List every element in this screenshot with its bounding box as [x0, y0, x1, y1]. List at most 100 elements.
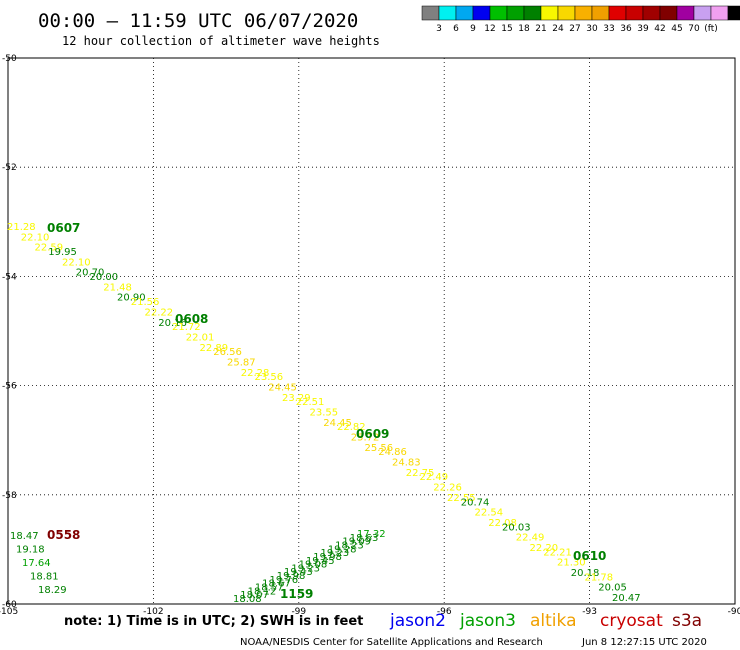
color-scale-label: 42	[654, 24, 665, 34]
wave-height-value: 21.78	[585, 572, 614, 583]
wave-height-value: 22.55	[447, 493, 476, 504]
wave-height-value: 18.67	[262, 579, 291, 590]
wave-height-value: 19.23	[291, 563, 320, 574]
pass-time-label: 0558	[47, 528, 80, 542]
color-swatch	[455, 5, 474, 21]
pass-time-label: 1159	[280, 587, 313, 601]
color-swatch	[727, 5, 740, 21]
map-ticks: -105 -102 -99 -96 -93 -90 -50 -52 -54 -56 -58 -60	[0, 54, 740, 617]
color-scale-label: 30	[586, 24, 598, 34]
wave-height-value: 25.87	[227, 357, 256, 368]
color-swatch	[676, 5, 695, 21]
wave-height-value: 17.32	[357, 529, 386, 540]
color-swatch	[472, 5, 491, 21]
wave-height-value: 18.63	[350, 533, 379, 544]
wave-height-value: 19.23	[321, 548, 350, 559]
color-scale-label: 18	[518, 24, 530, 34]
x-tick-label: -90	[728, 607, 740, 617]
x-tick-label: -99	[291, 607, 306, 617]
map-frame	[7, 57, 736, 605]
x-tick-label: -102	[143, 607, 163, 617]
page-title: 00:00 – 11:59 UTC 06/07/2020	[38, 10, 358, 32]
wave-height-value: 22.20	[530, 543, 559, 554]
altimeter-observations: 21.2822.1022.5919.9522.1020.7020.0021.48…	[7, 222, 641, 605]
wave-height-value: 18.57	[255, 583, 284, 594]
page-subtitle: 12 hour collection of altimeter wave hei…	[62, 34, 380, 48]
color-swatch	[557, 5, 576, 21]
pass-time-label: 0610	[573, 549, 606, 563]
color-scale-label: 3	[436, 24, 442, 34]
wave-height-value: 25.72	[351, 433, 380, 444]
wave-height-value: 22.26	[433, 483, 462, 494]
color-swatch	[489, 5, 508, 21]
color-swatch	[608, 5, 627, 21]
wave-height-value: 22.82	[337, 422, 366, 433]
color-scale-label: 21	[535, 24, 546, 34]
satellite-legend-cryosat: cryosat	[600, 611, 663, 631]
wave-height-value: 20.00	[90, 272, 119, 283]
x-tick-label: -93	[582, 607, 597, 617]
color-swatch	[625, 5, 644, 21]
wave-height-value: 22.08	[488, 518, 517, 529]
wave-height-value: 22.28	[241, 368, 270, 379]
wave-height-value: 25.56	[365, 443, 394, 454]
wave-height-value: 23.29	[282, 393, 311, 404]
wave-height-value: 19.09	[342, 537, 371, 548]
wave-height-value: 22.49	[420, 472, 449, 483]
wave-height-value: 21.48	[103, 282, 132, 293]
color-swatch	[574, 5, 593, 21]
wave-height-value: 19.08	[299, 560, 328, 571]
wave-height-value: 20.16	[158, 318, 187, 329]
color-swatch	[540, 5, 559, 21]
color-swatch	[438, 5, 457, 21]
wave-height-value: 20.03	[502, 522, 531, 533]
wave-height-value: 22.22	[145, 307, 174, 318]
color-swatch	[659, 5, 678, 21]
wave-height-value: 24.83	[392, 458, 421, 469]
wave-height-value: 18.12	[248, 586, 277, 597]
color-scale-label: 33	[603, 24, 614, 34]
y-tick-label: -50	[2, 54, 17, 64]
color-swatch	[421, 5, 440, 21]
wave-height-value: 23.55	[310, 408, 339, 419]
pass-time-label: 0609	[356, 427, 389, 441]
wave-height-value: 24.86	[378, 447, 407, 458]
color-swatch	[710, 5, 729, 21]
wave-height-value: 19.98	[313, 552, 342, 563]
wave-height-value: 19.76	[269, 575, 298, 586]
color-scale-label: 70	[688, 24, 700, 34]
wave-height-value: 19.43	[284, 567, 313, 578]
color-swatch	[591, 5, 610, 21]
color-scale-legend: 3 6 9 12 15 18 21 24 27 30 33 36 39 42 45 70 (ft)	[421, 5, 740, 34]
satellite-legend-jason2: jason2	[389, 611, 446, 631]
wave-height-value: 26.56	[213, 347, 242, 358]
color-scale-label: 36	[620, 24, 632, 34]
pass-time-label: 0607	[47, 221, 80, 235]
color-scale-label: 24	[552, 24, 564, 34]
wave-height-value: 20.47	[612, 593, 641, 604]
x-tick-label: -96	[437, 607, 452, 617]
wave-height-value: 21.28	[7, 222, 36, 233]
wave-height-value: 22.01	[186, 332, 215, 343]
color-scale-label: 15	[501, 24, 512, 34]
pass-time-label: 0608	[175, 312, 208, 326]
y-tick-label: -58	[2, 491, 17, 501]
wave-height-value: 22.10	[21, 232, 50, 243]
wave-height-value: 21.30	[557, 558, 586, 569]
color-scale-label: 6	[453, 24, 459, 34]
color-swatch	[523, 5, 542, 21]
wave-height-value: 24.45	[268, 382, 297, 393]
wave-height-value: 18.29	[38, 585, 67, 596]
map-grid	[8, 58, 735, 604]
x-tick-label: -105	[0, 607, 18, 617]
y-tick-label: -54	[2, 272, 17, 282]
wave-height-value: 20.74	[461, 497, 490, 508]
wave-height-value: 17.64	[22, 558, 51, 569]
color-scale-label: 45	[671, 24, 682, 34]
wave-height-value: 22.89	[200, 343, 229, 354]
wave-height-value: 22.75	[406, 468, 435, 479]
satellite-legend-s3a: s3a	[672, 611, 702, 631]
wave-height-value: 19.95	[48, 247, 77, 258]
satellite-legend-jason3: jason3	[459, 611, 516, 631]
